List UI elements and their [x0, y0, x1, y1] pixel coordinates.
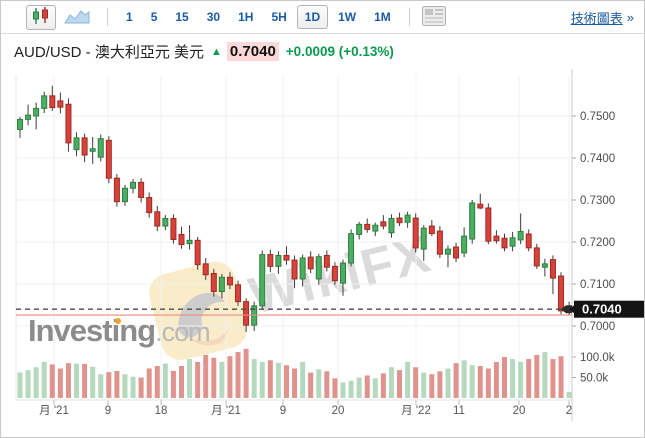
- x-axis-label: 月 '22: [401, 405, 431, 417]
- price-chart[interactable]: 月 '21 9 18 月 '21 9 20 月 '22 11 20 2 0.7500 0.7400 0.…: [1, 69, 645, 438]
- x-axis-label: 月 '21: [211, 405, 241, 417]
- timeframe-button-5[interactable]: 5: [143, 5, 166, 29]
- quote-header: AUD/USD - 澳大利亞元 美元 ▲ 0.7040 +0.0009 (+0.…: [1, 34, 644, 69]
- price-axis-label: 0.7400: [580, 153, 615, 165]
- price-axis-label: 0.7500: [580, 111, 615, 123]
- timeframe-button-30[interactable]: 30: [199, 5, 228, 29]
- chart-toolbar: 1 5 15 30 1H 5H 1D 1W 1M 技術圖表 »: [1, 1, 644, 34]
- change-percent: (+0.13%): [338, 44, 394, 59]
- volume-axis-label: 50.0k: [580, 373, 608, 385]
- price-axis-label: 0.7100: [580, 279, 615, 291]
- x-axis-label: 20: [332, 405, 345, 417]
- x-axis-label: 9: [280, 405, 286, 417]
- x-axis-label: 月 '21: [39, 405, 69, 417]
- panel-layout-icon: [421, 5, 447, 30]
- price-axis-label: 0.7300: [580, 195, 615, 207]
- timeframe-buttons: 1 5 15 30 1H 5H 1D 1W 1M: [117, 5, 400, 29]
- volume-axis-label: 100.0k: [580, 352, 615, 364]
- volume-bars-layer: [17, 348, 572, 398]
- price-change: +0.0009 (+0.13%): [286, 44, 394, 59]
- last-price-value: 0.7040: [226, 42, 279, 61]
- x-axis-label: 9: [105, 405, 111, 417]
- x-axis-label: 2: [566, 405, 572, 417]
- price-axis-label: 0.7000: [580, 321, 615, 333]
- grid-layer: 月 '21 9 18 月 '21 9 20 月 '22 11 20 2 0.7500 0.7400 0.…: [15, 69, 615, 421]
- last-price-tag-text: 0.7040: [582, 302, 622, 317]
- x-axis-label: 18: [155, 405, 168, 417]
- up-arrow-icon: ▲: [211, 45, 222, 58]
- double-chevron-right-icon: »: [626, 10, 634, 25]
- candlestick-icon: [30, 6, 52, 29]
- x-axis-label: 11: [453, 405, 465, 417]
- toolbar-divider: [107, 8, 108, 26]
- price-axis-label: 0.7200: [580, 237, 615, 249]
- timeframe-button-1h[interactable]: 1H: [230, 5, 261, 29]
- toolbar-divider: [408, 8, 410, 26]
- last-price-tag: 0.7040: [569, 300, 644, 318]
- instrument-title: AUD/USD - 澳大利亞元 美元: [14, 44, 205, 61]
- timeframe-button-1m[interactable]: 1M: [366, 5, 399, 29]
- timeframe-button-15[interactable]: 15: [167, 5, 196, 29]
- timeframe-button-1[interactable]: 1: [118, 5, 141, 29]
- line-chart-type-button[interactable]: [62, 5, 92, 30]
- timeframe-button-5h[interactable]: 5H: [263, 5, 294, 29]
- panel-layout-button[interactable]: [419, 5, 449, 30]
- last-price-marker: [561, 305, 572, 314]
- timeframe-button-1d[interactable]: 1D: [296, 5, 329, 29]
- candles-layer: [17, 85, 573, 332]
- timeframe-button-1w[interactable]: 1W: [330, 5, 364, 29]
- candlestick-chart-type-button[interactable]: [26, 4, 56, 30]
- technical-chart-link[interactable]: 技術圖表: [570, 11, 623, 26]
- change-absolute: +0.0009: [285, 44, 335, 59]
- x-axis-label: 20: [513, 405, 526, 417]
- area-chart-icon: [64, 7, 90, 28]
